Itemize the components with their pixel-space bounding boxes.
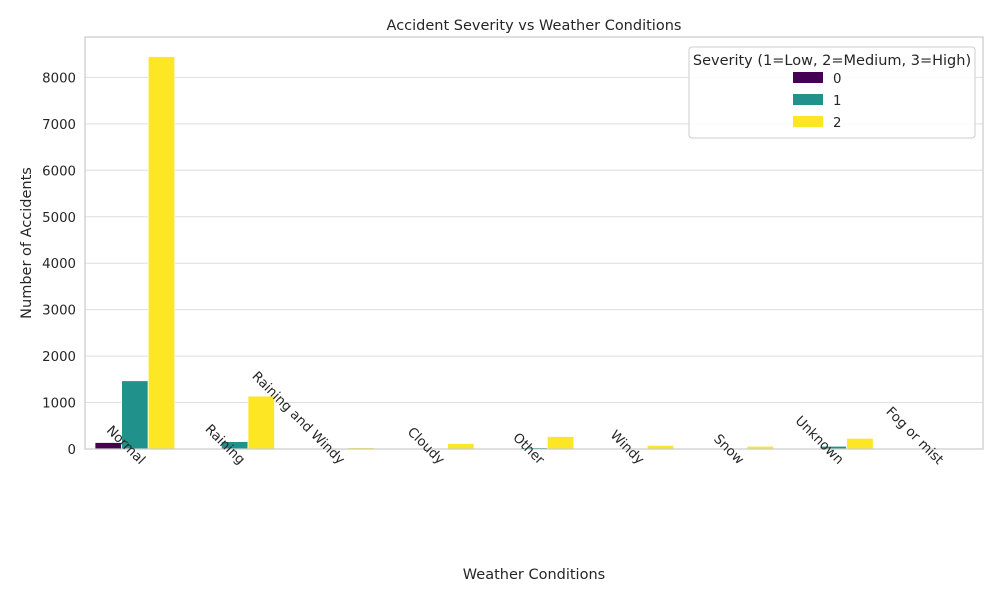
x-tick-label: Windy: [607, 428, 647, 468]
plot-frame: [84, 36, 984, 450]
y-axis-label: Number of Accidents: [19, 167, 35, 319]
x-tick-label: Snow: [710, 432, 746, 468]
bar: [546, 436, 575, 450]
gridlines: [85, 76, 983, 450]
y-tick-label: 1000: [42, 397, 76, 412]
y-tick-label: 8000: [42, 71, 76, 86]
y-tick-label: 5000: [42, 211, 76, 226]
legend-label: 2: [833, 116, 841, 131]
legend-swatch: [793, 116, 823, 127]
bar: [247, 395, 275, 450]
legend-items: 0 1 2: [793, 72, 841, 131]
x-tick-labels: Normal Raining Raining and Windy Cloudy Othe…: [103, 369, 946, 468]
legend-label: 0: [833, 72, 841, 87]
y-tick-label: 6000: [42, 164, 76, 179]
bar: [447, 443, 475, 450]
bars: [94, 56, 974, 450]
x-tick-label: Cloudy: [404, 425, 447, 468]
bar: [121, 380, 149, 450]
legend-label: 1: [833, 94, 841, 109]
bar: [147, 56, 176, 450]
legend-box: [688, 46, 976, 139]
bar: [846, 437, 874, 450]
y-tick-label: 7000: [42, 118, 76, 133]
x-tick-label: Fog or mist: [883, 404, 946, 467]
y-tick-label: 3000: [42, 304, 76, 319]
y-tick-labels: 0 1000 2000 3000 4000 5000 6000 7000 8000: [42, 71, 76, 458]
legend-title: Severity (1=Low, 2=Medium, 3=High): [693, 53, 971, 69]
chart-title: Accident Severity vs Weather Conditions: [387, 18, 682, 34]
x-axis-label: Weather Conditions: [463, 567, 605, 583]
legend-swatch: [793, 72, 823, 83]
y-tick-label: 2000: [42, 350, 76, 365]
y-tick-label: 0: [68, 443, 76, 458]
legend-swatch: [793, 94, 823, 105]
x-tick-label: Unknown: [792, 414, 846, 468]
legend: Severity (1=Low, 2=Medium, 3=High) 0 1 2: [688, 46, 976, 139]
y-tick-label: 4000: [42, 257, 76, 272]
